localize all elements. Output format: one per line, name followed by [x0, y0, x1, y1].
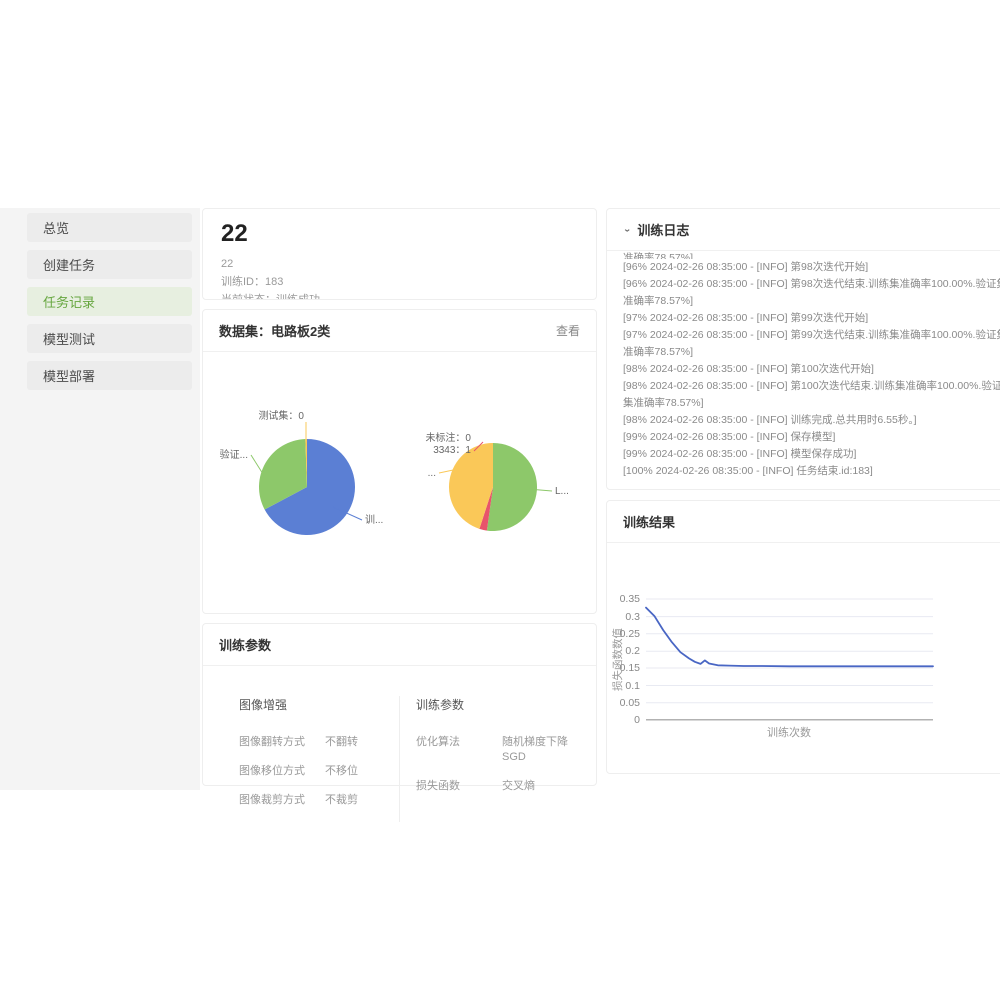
svg-text:0.35: 0.35 — [620, 593, 641, 605]
svg-text:损失函数数值: 损失函数数值 — [611, 628, 624, 691]
svg-text:未标注：0: 未标注：0 — [425, 431, 471, 444]
svg-text:0.3: 0.3 — [625, 611, 640, 623]
svg-text:测试集：0: 测试集：0 — [258, 409, 304, 422]
svg-text:0.1: 0.1 — [625, 680, 640, 692]
svg-text:L...: L... — [555, 486, 569, 497]
svg-text:...: ... — [428, 468, 436, 479]
svg-text:3343：1: 3343：1 — [433, 445, 471, 456]
svg-text:0: 0 — [634, 714, 640, 726]
svg-text:训...: 训... — [365, 514, 383, 526]
svg-text:验证...: 验证... — [220, 448, 248, 461]
svg-text:0.05: 0.05 — [620, 697, 641, 709]
svg-text:训练次数: 训练次数 — [767, 725, 811, 739]
svg-text:0.2: 0.2 — [625, 645, 640, 657]
